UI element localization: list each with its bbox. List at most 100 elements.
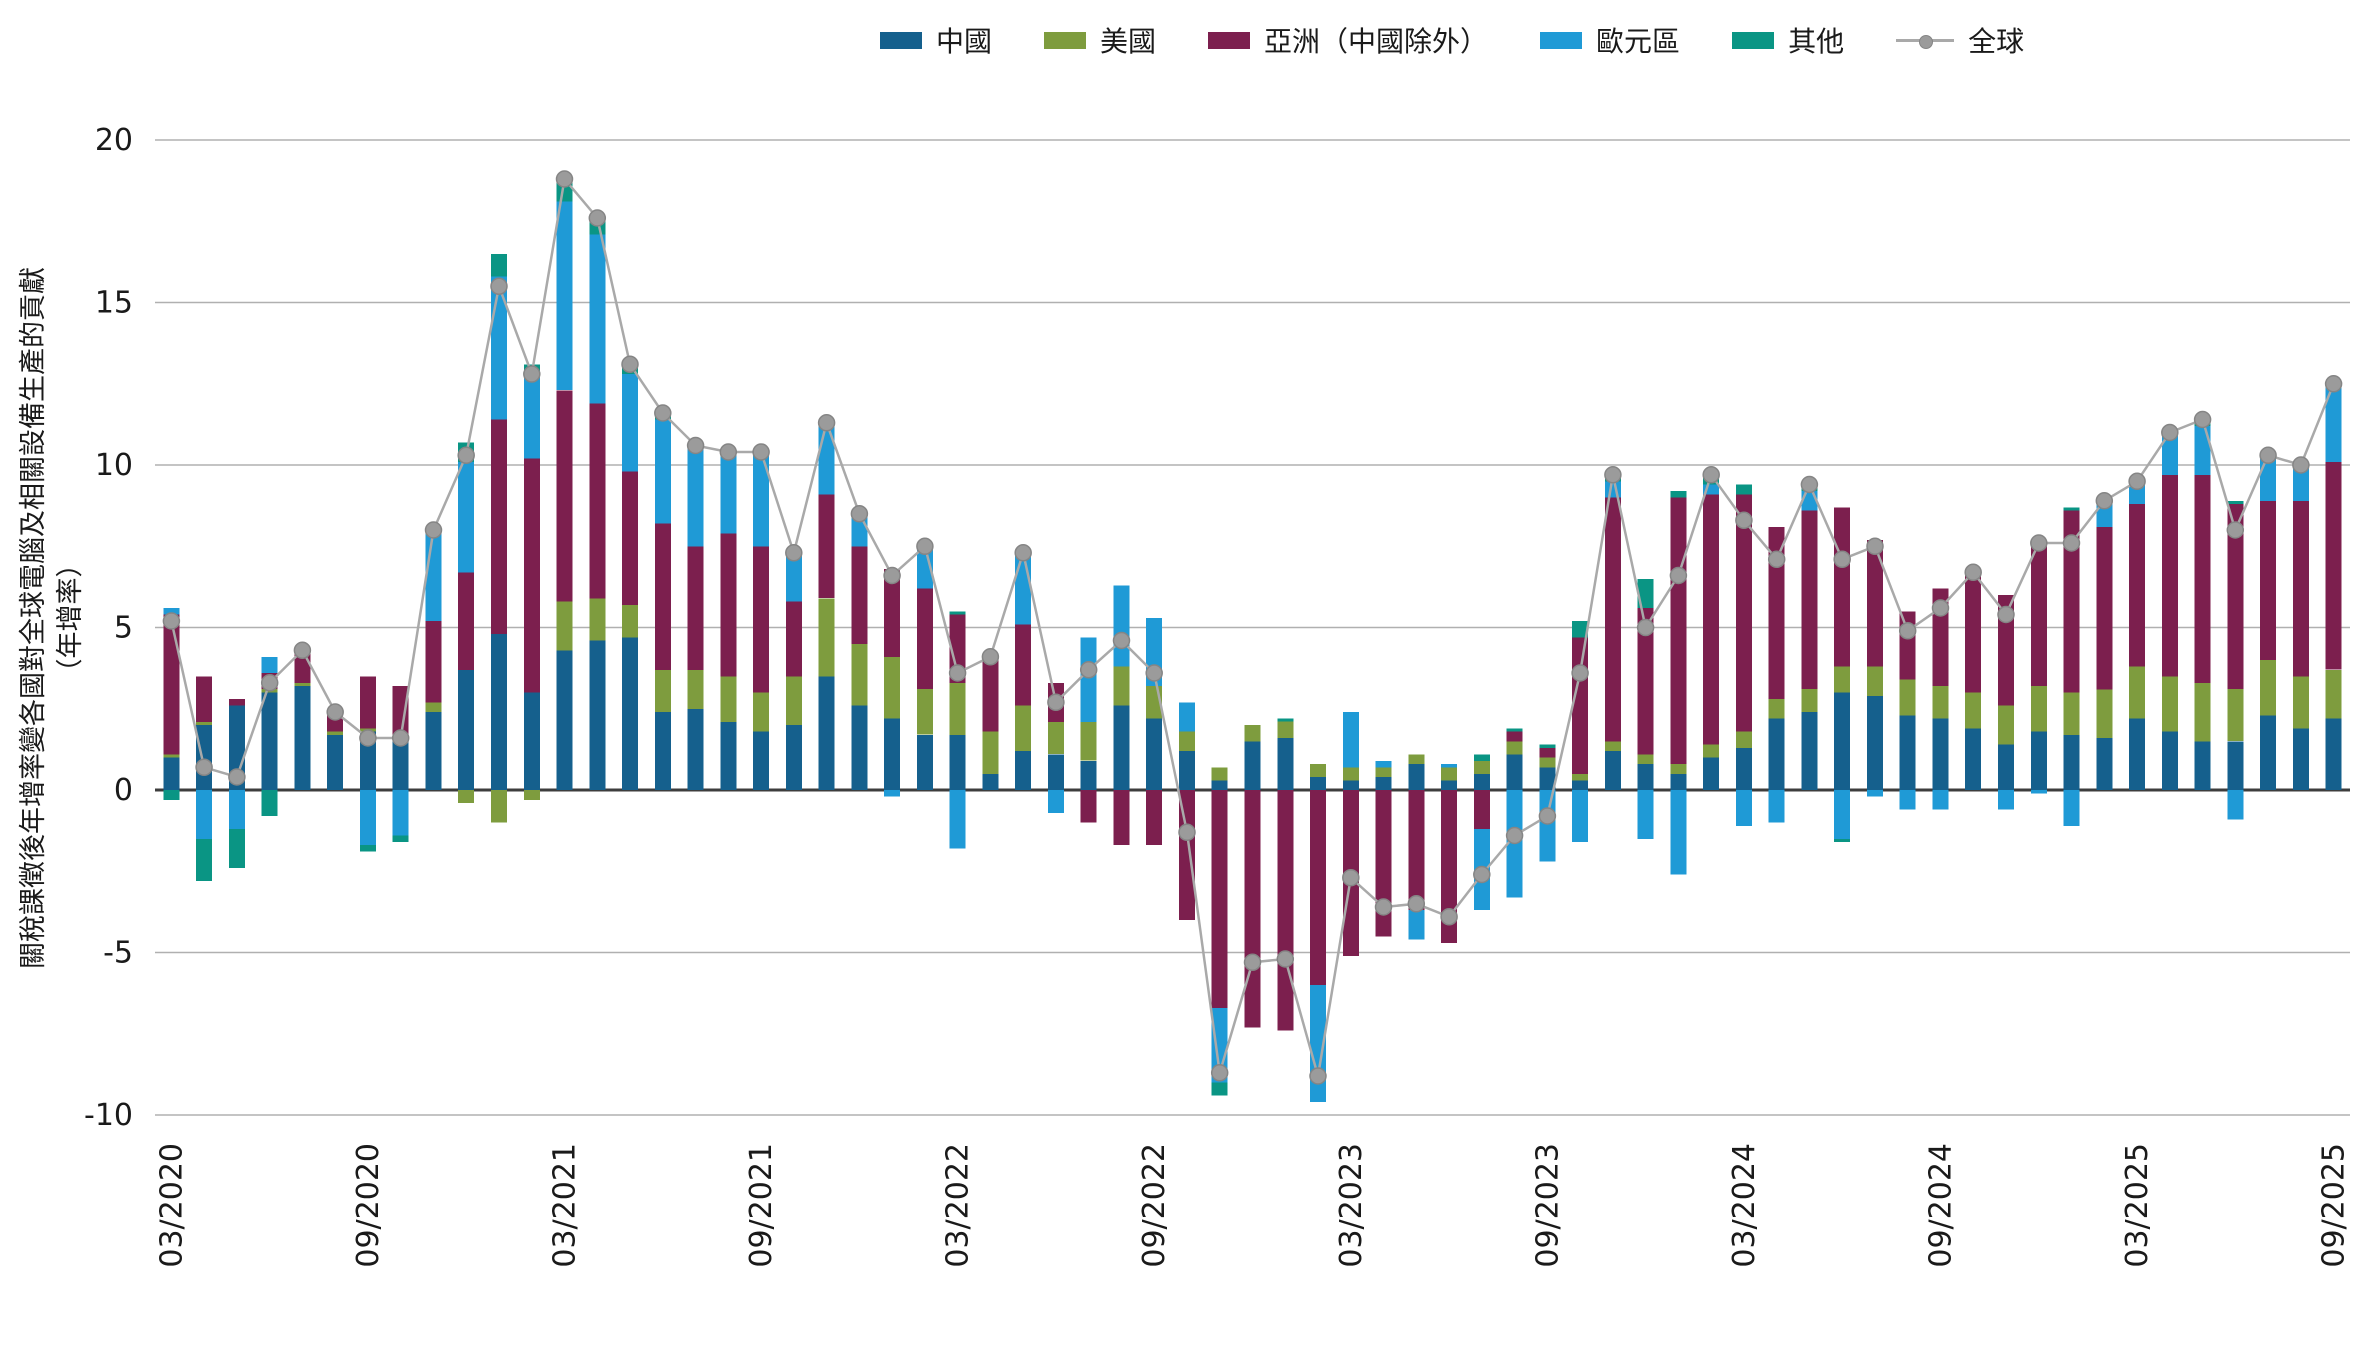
bar-segment	[228, 790, 245, 829]
global-line-marker	[2292, 456, 2310, 474]
bar-segment	[1637, 608, 1654, 755]
global-line-marker	[1571, 664, 1589, 682]
legend-line-marker-icon	[1896, 32, 1955, 49]
global-line-markers	[162, 170, 2343, 1085]
bar-segment	[1473, 773, 1490, 791]
bar-segment	[589, 640, 606, 790]
bar-segment	[1637, 578, 1654, 609]
bar-segment	[1932, 718, 1949, 790]
bar-segment	[785, 725, 802, 790]
bar-segment	[1539, 747, 1556, 758]
global-line-marker	[1505, 826, 1524, 845]
bar-segment	[2161, 676, 2178, 732]
bar-segment	[1998, 744, 2014, 790]
global-line-marker	[1342, 868, 1360, 887]
bar-segment	[1735, 484, 1752, 495]
bar-segment	[2129, 484, 2146, 504]
bar-segment	[818, 598, 835, 677]
global-line-marker	[1669, 566, 1688, 585]
global-line-marker	[260, 674, 279, 692]
bar-segment	[1735, 790, 1752, 826]
bar-segment	[1572, 780, 1589, 791]
bar-segment	[1703, 484, 1720, 495]
bar-segment	[1211, 1082, 1228, 1096]
x-tick-label: 09/2021	[744, 1143, 779, 1268]
bar-segment	[2161, 474, 2178, 677]
bar-segment	[687, 669, 704, 709]
bar-segment	[1113, 705, 1130, 790]
bar-segment	[458, 572, 475, 670]
legend-item-1: 美國	[1044, 20, 1156, 60]
bar-segment	[163, 757, 180, 790]
global-line-marker	[359, 729, 377, 747]
bar-segment	[196, 721, 213, 725]
bar-segment	[1768, 790, 1785, 823]
bar-segment	[491, 634, 507, 790]
bar-segment	[2194, 426, 2211, 475]
bar-segment	[654, 419, 671, 524]
bar-segment	[884, 569, 901, 657]
bar-segment	[818, 422, 835, 495]
legend-swatch-icon	[1732, 31, 1775, 49]
bar-segment	[1572, 637, 1589, 774]
bar-segment	[425, 712, 442, 790]
bar-segment	[1703, 744, 1720, 758]
x-tick-label: 09/2022	[1137, 1143, 1172, 1268]
bar-segment	[294, 682, 311, 687]
bar-segment	[1211, 790, 1228, 1008]
global-line-marker	[785, 544, 803, 562]
bar-segment	[163, 614, 180, 755]
bar-segment	[654, 669, 671, 713]
bar-segment	[1834, 507, 1851, 667]
bar-segment	[163, 608, 180, 615]
bar-segment	[622, 604, 638, 638]
bar-segment	[163, 754, 180, 758]
x-tick-label: 03/2023	[1334, 1143, 1369, 1268]
bar-segment	[523, 692, 540, 790]
bar-segment	[622, 374, 638, 472]
bar-segment	[2194, 682, 2211, 742]
global-line-marker	[1243, 953, 1262, 972]
bar-segment	[1375, 777, 1392, 790]
global-line-marker	[1866, 537, 1884, 556]
bar-segment	[2227, 504, 2244, 690]
global-line-marker	[1898, 622, 1917, 640]
bar-segment	[2129, 504, 2146, 667]
bar-segment	[2096, 504, 2113, 527]
global-line-marker	[293, 641, 312, 660]
bar-segment	[2227, 790, 2244, 820]
global-line-marker	[1407, 895, 1426, 913]
bar-segment	[1801, 491, 1818, 511]
legend-label: 歐元區	[1596, 25, 1681, 58]
bar-segment	[753, 455, 770, 547]
bar-segment	[1408, 910, 1425, 940]
bar-segment	[196, 676, 213, 722]
bar-segment	[2292, 500, 2309, 677]
bar-segment	[1146, 718, 1163, 790]
bar-segment	[523, 458, 540, 693]
bar-segment	[1080, 790, 1097, 823]
bar-segment	[556, 601, 573, 651]
bar-segment	[1342, 767, 1359, 781]
bar-segment	[1342, 780, 1359, 791]
bar-segment	[196, 838, 213, 882]
bar-segment	[261, 790, 278, 816]
bar-segment	[1670, 773, 1687, 791]
bar-segment	[1965, 692, 1982, 729]
bar-segment	[1768, 718, 1785, 790]
bar-segment	[1113, 790, 1130, 846]
bar-segment	[1867, 666, 1883, 696]
bar-segment	[1572, 790, 1589, 842]
bar-segment	[1998, 790, 2014, 810]
bar-segment	[1899, 715, 1916, 791]
bar-segment	[2030, 731, 2047, 790]
y-tick-label: 0	[114, 773, 133, 808]
bar-segment	[1637, 790, 1654, 839]
global-line-marker	[948, 664, 967, 682]
bar-segment	[1375, 760, 1392, 768]
legend-swatch-icon	[1540, 31, 1583, 49]
bar-segment	[818, 494, 835, 599]
x-tick-label: 03/2021	[548, 1143, 583, 1268]
bar-segment	[1080, 721, 1097, 761]
bar-segment	[622, 471, 638, 605]
